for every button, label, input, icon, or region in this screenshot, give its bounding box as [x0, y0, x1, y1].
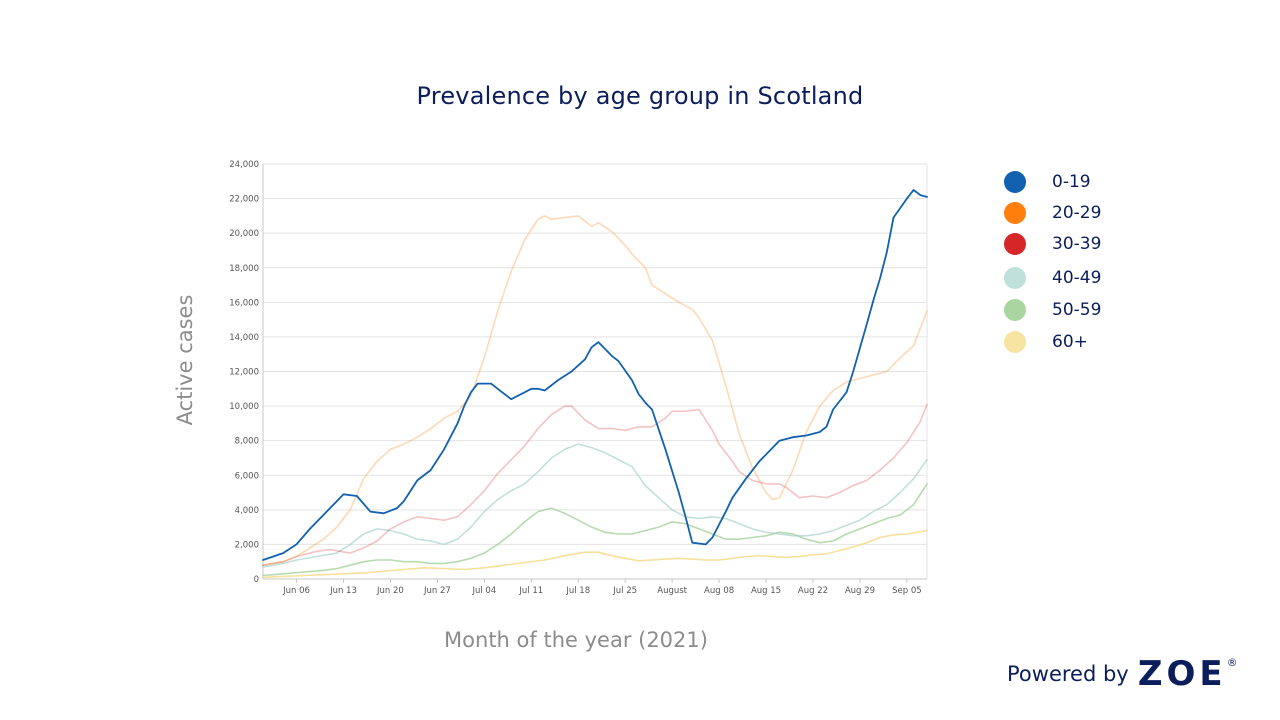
legend-label: 30-39 — [1052, 234, 1102, 254]
chart-title: Prevalence by age group in Scotland — [416, 82, 864, 110]
series-line-20-29 — [262, 215, 928, 566]
legend-swatch — [1004, 233, 1026, 255]
legend-swatch — [1004, 267, 1026, 289]
x-tick-label: Jul 04 — [471, 586, 496, 596]
y-tick-label: 10,000 — [229, 402, 259, 412]
series-line-40-49 — [262, 443, 928, 568]
x-tick-label: Jul 18 — [565, 586, 590, 596]
legend-swatch — [1004, 331, 1026, 353]
series-line-0-19 — [262, 189, 928, 561]
legend-swatch — [1004, 171, 1026, 193]
legend-label: 20-29 — [1052, 203, 1102, 223]
x-tick-label: Jul 25 — [612, 586, 637, 596]
y-tick-label: 6,000 — [235, 471, 259, 481]
y-tick-label: 12,000 — [229, 368, 259, 378]
series-line-30-39 — [262, 403, 928, 566]
legend-label: 60+ — [1052, 332, 1088, 352]
x-tick-label: Jul 11 — [518, 586, 543, 596]
y-tick-label: 24,000 — [229, 160, 259, 170]
x-tick-label: Jun 06 — [282, 586, 310, 596]
powered-by-zoe: Powered by ZOE® — [1007, 654, 1238, 694]
y-tick-label: 2,000 — [235, 540, 259, 550]
x-axis-label: Month of the year (2021) — [444, 628, 708, 652]
series-line-60-plus — [262, 529, 928, 579]
series-line-50-59 — [262, 483, 928, 577]
y-tick-label: 20,000 — [229, 229, 259, 239]
x-tick-label: Jun 20 — [376, 586, 404, 596]
x-tick-label: Sep 05 — [892, 586, 922, 596]
legend-label: 40-49 — [1052, 268, 1102, 288]
legend-swatch — [1004, 202, 1026, 224]
y-tick-label: 4,000 — [235, 506, 259, 516]
y-tick-label: 22,000 — [229, 195, 259, 205]
x-tick-label: Jun 27 — [423, 586, 451, 596]
x-tick-label: Jun 13 — [329, 586, 357, 596]
x-tick-label: Aug 22 — [798, 586, 828, 596]
x-tick-label: Aug 15 — [751, 586, 781, 596]
y-tick-label: 8,000 — [235, 437, 259, 447]
y-tick-label: 18,000 — [229, 264, 259, 274]
y-tick-label: 14,000 — [229, 333, 259, 343]
legend-label: 0-19 — [1052, 172, 1091, 192]
powered-by-text: Powered by — [1007, 662, 1129, 686]
y-tick-label: 0 — [254, 575, 259, 585]
legend-swatch — [1004, 299, 1026, 321]
registered-mark: ® — [1226, 656, 1238, 669]
x-tick-label: August — [657, 586, 687, 596]
legend-label: 50-59 — [1052, 300, 1102, 320]
x-tick-label: Aug 29 — [845, 586, 875, 596]
y-tick-label: 16,000 — [229, 298, 259, 308]
zoe-logo: ZOE — [1137, 654, 1227, 694]
x-tick-label: Aug 08 — [704, 586, 734, 596]
